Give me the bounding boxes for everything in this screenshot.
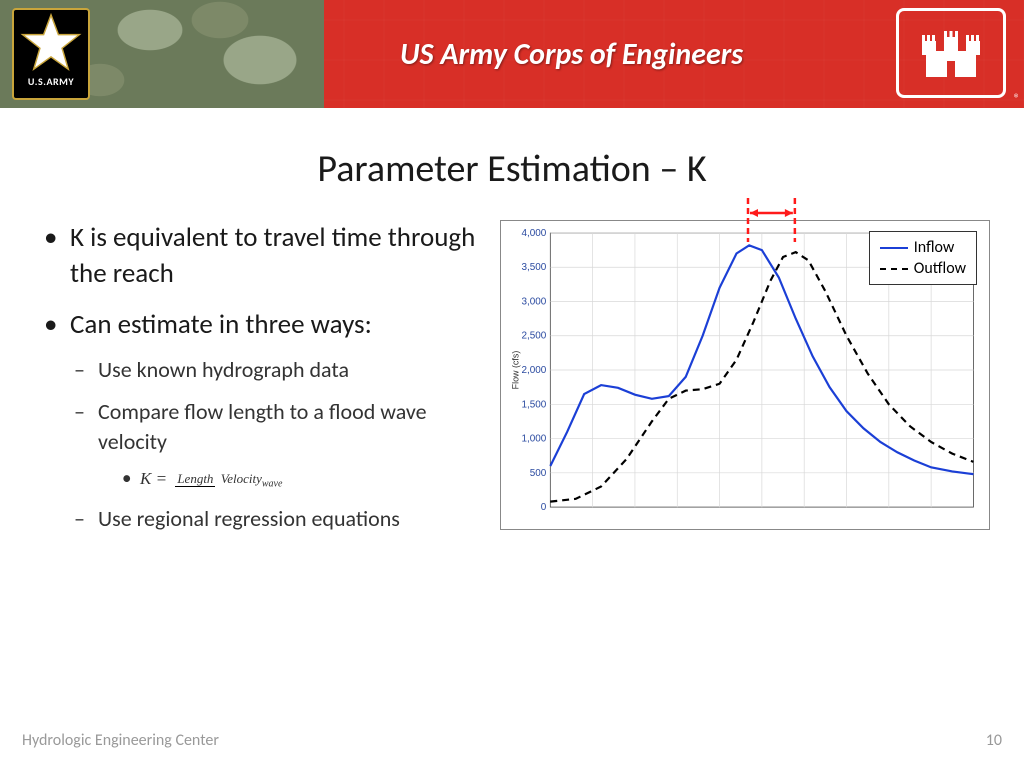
legend-outflow: Outflow [880, 259, 966, 278]
peak-lag-marker [744, 198, 799, 242]
formula-bullet: K = Length Velocitywave [122, 466, 480, 492]
svg-text:3,500: 3,500 [522, 262, 547, 273]
svg-text:4,000: 4,000 [522, 228, 547, 239]
footer-left: Hydrologic Engineering Center [22, 731, 219, 750]
svg-text:3,000: 3,000 [522, 296, 547, 307]
usace-castle-logo [896, 8, 1006, 98]
svg-text:2,000: 2,000 [522, 365, 547, 376]
legend-inflow: Inflow [880, 238, 966, 257]
subbullet-1: Use known hydrograph data [70, 355, 480, 385]
slide-content: Parameter Estimation – K K is equivalent… [0, 108, 1024, 548]
banner-title: US Army Corps of Engineers [400, 36, 743, 73]
hydrograph-chart: Inflow Outflow 0 500 1,000 1,500 2,000 2,500 3… [500, 220, 990, 530]
registered-mark: ® [1014, 92, 1020, 106]
subbullet-2-text: Compare flow length to a flood wave velo… [98, 398, 427, 455]
us-army-logo: U.S.ARMY [12, 8, 90, 100]
slide-title: Parameter Estimation – K [40, 146, 984, 192]
army-logo-label: U.S.ARMY [14, 75, 88, 88]
formula-numerator: Length [175, 471, 215, 487]
legend-outflow-label: Outflow [914, 259, 966, 278]
bullet-2-text: Can estimate in three ways: [70, 308, 372, 341]
formula-lhs: K = [140, 469, 167, 488]
svg-text:500: 500 [530, 468, 547, 479]
subbullet-2: Compare flow length to a flood wave velo… [70, 397, 480, 492]
slide-footer: Hydrologic Engineering Center 10 [0, 731, 1024, 750]
bullet-1: K is equivalent to travel time through t… [40, 220, 480, 293]
footer-page-number: 10 [986, 731, 1002, 750]
legend-inflow-label: Inflow [914, 238, 955, 257]
svg-text:1,500: 1,500 [522, 399, 547, 410]
svg-text:Flow (cfs): Flow (cfs) [511, 351, 521, 390]
formula-den-sub: wave [262, 478, 283, 489]
bullet-2: Can estimate in three ways: Use known hy… [40, 307, 480, 534]
chart-column: Inflow Outflow 0 500 1,000 1,500 2,000 2,500 3… [500, 220, 990, 548]
chart-legend: Inflow Outflow [869, 231, 977, 285]
svg-text:0: 0 [541, 502, 547, 513]
header-banner: U.S.ARMY US Army Corps of Engineers ® [0, 0, 1024, 108]
bullets-column: K is equivalent to travel time through t… [40, 220, 480, 548]
svg-text:1,000: 1,000 [522, 434, 547, 445]
subbullet-3: Use regional regression equations [70, 504, 480, 534]
formula-denominator: Velocity [221, 471, 262, 486]
svg-text:2,500: 2,500 [522, 331, 547, 342]
